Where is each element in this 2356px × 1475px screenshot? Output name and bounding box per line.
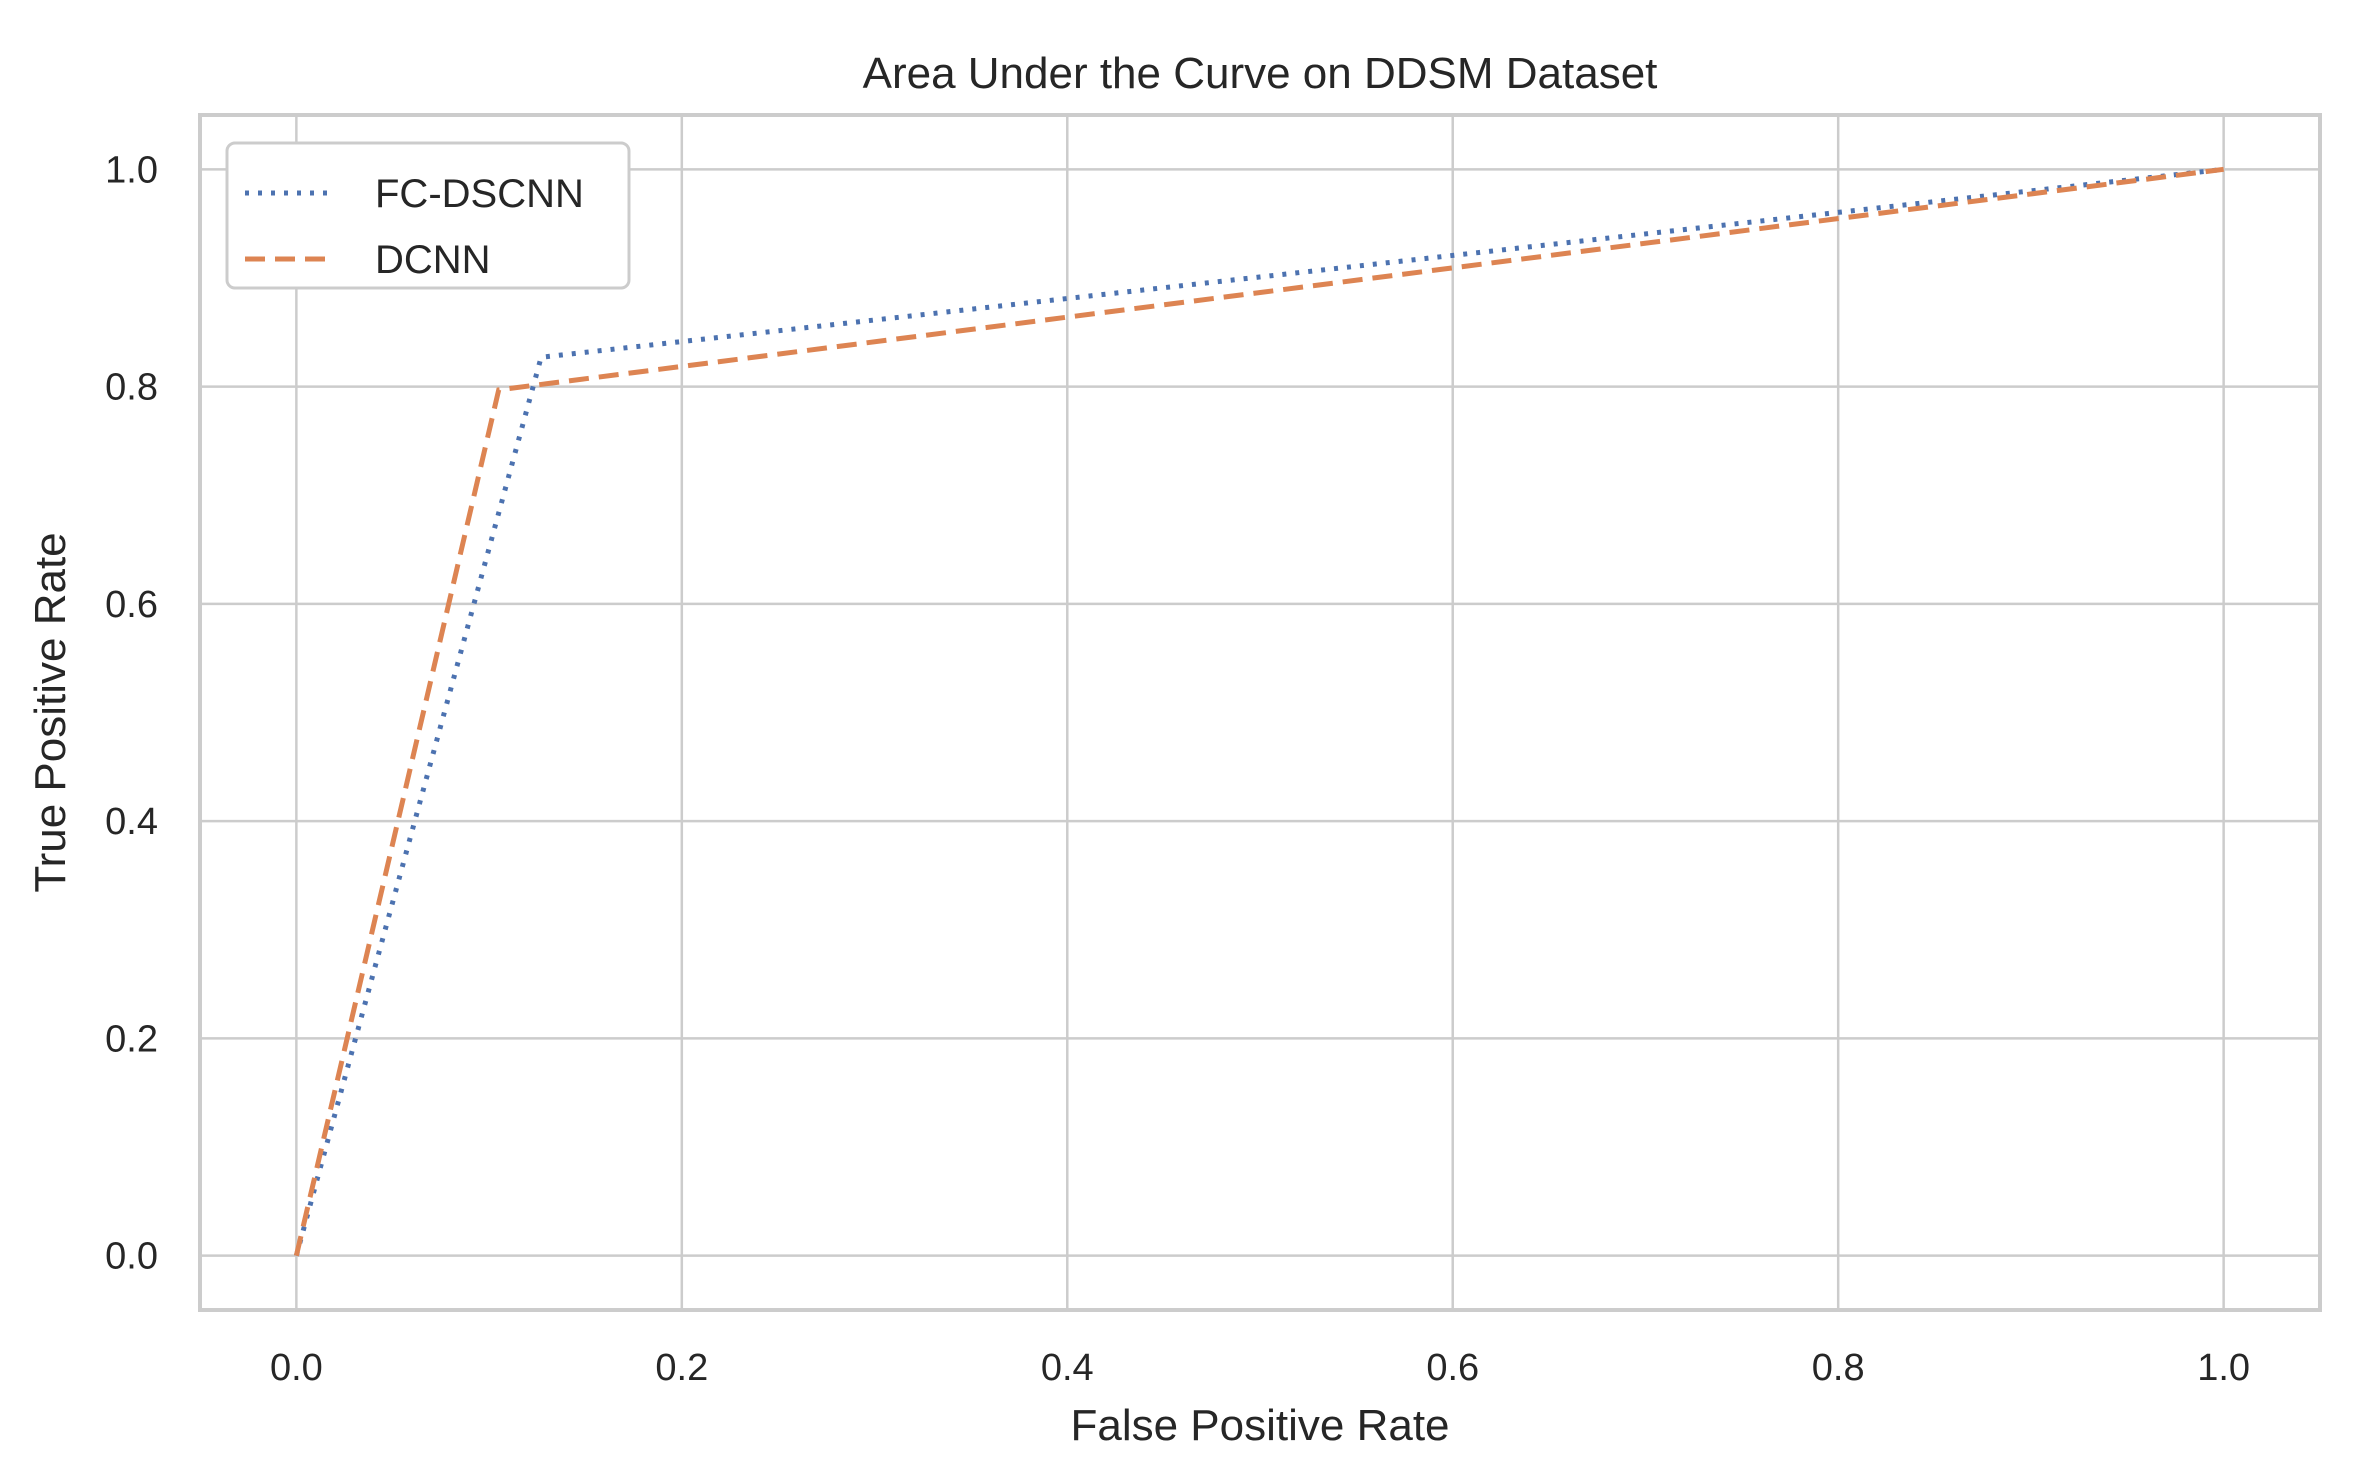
- x-tick-label: 0.6: [1426, 1347, 1479, 1389]
- y-tick-labels: 0.0 0.2 0.4 0.6 0.8 1.0: [105, 149, 158, 1277]
- x-axis-label: False Positive Rate: [1070, 1401, 1449, 1450]
- legend-label: DCNN: [375, 238, 491, 282]
- plot-frame: [198, 113, 2322, 1312]
- y-axis-label: True Positive Rate: [26, 532, 75, 892]
- x-tick-labels: 0.0 0.2 0.4 0.6 0.8 1.0: [270, 1347, 2250, 1389]
- y-tick-label: 0.4: [105, 801, 158, 843]
- legend: FC-DSCNN DCNN: [225, 141, 631, 290]
- series-line-fc-dscnn: [293, 166, 2224, 1257]
- y-tick-label: 1.0: [105, 149, 158, 191]
- legend-label: FC-DSCNN: [375, 172, 584, 216]
- chart-title: Area Under the Curve on DDSM Dataset: [863, 49, 1658, 98]
- x-tick-label: 1.0: [2197, 1347, 2250, 1389]
- x-tick-label: 0.2: [655, 1347, 708, 1389]
- legend-box: [225, 141, 631, 290]
- y-tick-label: 0.0: [105, 1236, 158, 1278]
- x-tick-label: 0.4: [1041, 1347, 1094, 1389]
- y-gridlines: [200, 168, 2320, 1257]
- x-tick-label: 0.8: [1812, 1347, 1865, 1389]
- y-tick-label: 0.6: [105, 584, 158, 626]
- y-tick-label: 0.8: [105, 367, 158, 409]
- x-gridlines: [295, 115, 2225, 1310]
- series-line-dcnn: [293, 166, 2224, 1257]
- x-tick-label: 0.0: [270, 1347, 323, 1389]
- y-tick-label: 0.2: [105, 1018, 158, 1060]
- series-lines: [293, 166, 2224, 1257]
